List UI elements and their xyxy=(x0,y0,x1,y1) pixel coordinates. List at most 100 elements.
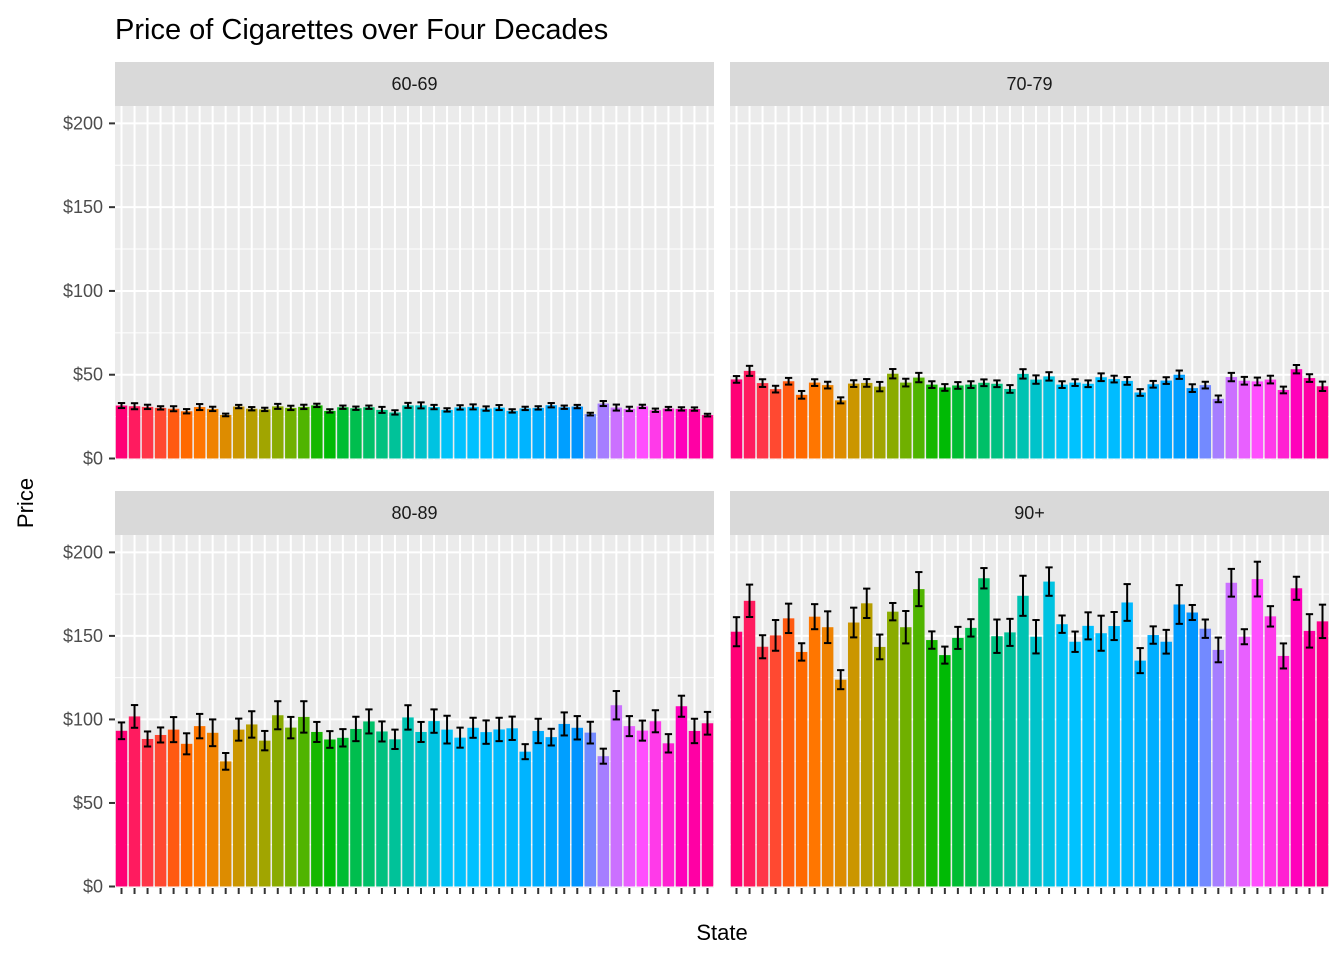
bar xyxy=(1303,630,1316,887)
bar xyxy=(376,731,388,887)
error-bar xyxy=(612,690,620,721)
error-bar xyxy=(209,405,217,413)
error-bar xyxy=(784,602,793,635)
bar xyxy=(1225,582,1238,887)
error-bar xyxy=(1071,378,1079,387)
error-bar xyxy=(417,401,425,410)
error-bar xyxy=(1305,613,1314,649)
bar xyxy=(913,589,925,887)
error-bar xyxy=(1266,374,1275,385)
error-bar xyxy=(1032,619,1040,655)
error-bar xyxy=(599,400,607,408)
error-bar xyxy=(352,405,360,411)
error-bar xyxy=(664,405,673,412)
error-bar xyxy=(732,616,741,648)
error-bar xyxy=(1006,384,1014,394)
bar xyxy=(623,726,636,887)
facet-label: 80-89 xyxy=(391,503,437,523)
error-bar xyxy=(967,380,975,389)
error-bar xyxy=(169,405,178,413)
error-bar xyxy=(810,603,819,631)
bar xyxy=(808,382,821,459)
bar xyxy=(782,618,795,887)
error-bar xyxy=(130,402,139,411)
bar xyxy=(376,409,388,459)
error-bar xyxy=(703,710,712,736)
error-bar xyxy=(1305,373,1314,383)
error-bar xyxy=(235,717,243,742)
bar xyxy=(154,407,167,459)
error-bar xyxy=(889,368,897,380)
bar xyxy=(926,640,938,887)
bar xyxy=(245,724,258,887)
bar xyxy=(1277,389,1290,459)
bar xyxy=(1147,635,1159,887)
error-bar xyxy=(928,630,936,650)
bar xyxy=(232,406,245,459)
bar xyxy=(480,732,492,887)
bar xyxy=(821,627,834,887)
error-bar xyxy=(1175,369,1183,380)
bar xyxy=(232,729,245,887)
error-bar xyxy=(824,380,832,390)
bar xyxy=(926,384,938,459)
error-bar xyxy=(117,402,126,410)
error-bar xyxy=(1071,630,1079,653)
bar xyxy=(730,379,743,459)
bar xyxy=(180,411,193,459)
error-bar xyxy=(313,402,321,409)
error-bar xyxy=(1136,647,1144,675)
error-bar xyxy=(560,711,568,737)
error-bar xyxy=(941,383,949,392)
error-bar xyxy=(430,403,438,411)
error-bar xyxy=(824,610,832,645)
bar xyxy=(649,721,662,887)
error-bar xyxy=(915,571,923,608)
error-bar xyxy=(1214,394,1222,404)
bar xyxy=(1121,380,1133,459)
error-bar xyxy=(326,408,334,414)
bar xyxy=(389,739,401,887)
facet-panels: 60-69 70-79 80-89 90+ xyxy=(115,62,1329,888)
facet-panel-70-79: 70-79 xyxy=(730,62,1329,460)
plot-background xyxy=(115,106,714,460)
error-bar xyxy=(365,404,373,410)
error-bar xyxy=(784,376,793,386)
bar xyxy=(415,731,427,887)
error-bar xyxy=(300,700,308,734)
error-bar xyxy=(261,406,269,413)
error-bar xyxy=(876,633,884,661)
error-bar xyxy=(1058,380,1066,389)
error-bar xyxy=(534,717,542,745)
chart-title: Price of Cigarettes over Four Decades xyxy=(115,14,608,46)
bar xyxy=(887,373,899,459)
error-bar xyxy=(1227,371,1235,383)
bar xyxy=(193,407,206,459)
axes: $0 $50 $100 $150 $200 $0 $50 $100 $150 $200 xyxy=(63,113,1324,897)
facet-strip xyxy=(730,491,1329,535)
bar xyxy=(441,729,453,887)
bar xyxy=(1212,649,1225,887)
bar xyxy=(1069,641,1081,887)
error-bar xyxy=(274,402,282,410)
error-bar xyxy=(469,716,477,739)
error-bar xyxy=(876,380,884,393)
bar xyxy=(363,721,375,887)
error-bar xyxy=(339,404,347,410)
error-bar xyxy=(850,379,858,388)
bar xyxy=(115,730,128,887)
error-bar xyxy=(651,709,660,734)
y-tick-label: $200 xyxy=(63,542,103,562)
error-bar xyxy=(1162,628,1170,655)
error-bar xyxy=(143,730,152,748)
error-bar xyxy=(1188,383,1196,393)
bar xyxy=(688,730,701,887)
error-bar xyxy=(980,567,988,590)
error-bar xyxy=(1032,374,1040,385)
error-bar xyxy=(677,406,686,412)
bar xyxy=(1290,369,1303,459)
error-bar xyxy=(130,704,139,729)
error-bar xyxy=(482,405,490,412)
facet-label: 90+ xyxy=(1014,503,1045,523)
y-tick-label: $50 xyxy=(73,793,103,813)
